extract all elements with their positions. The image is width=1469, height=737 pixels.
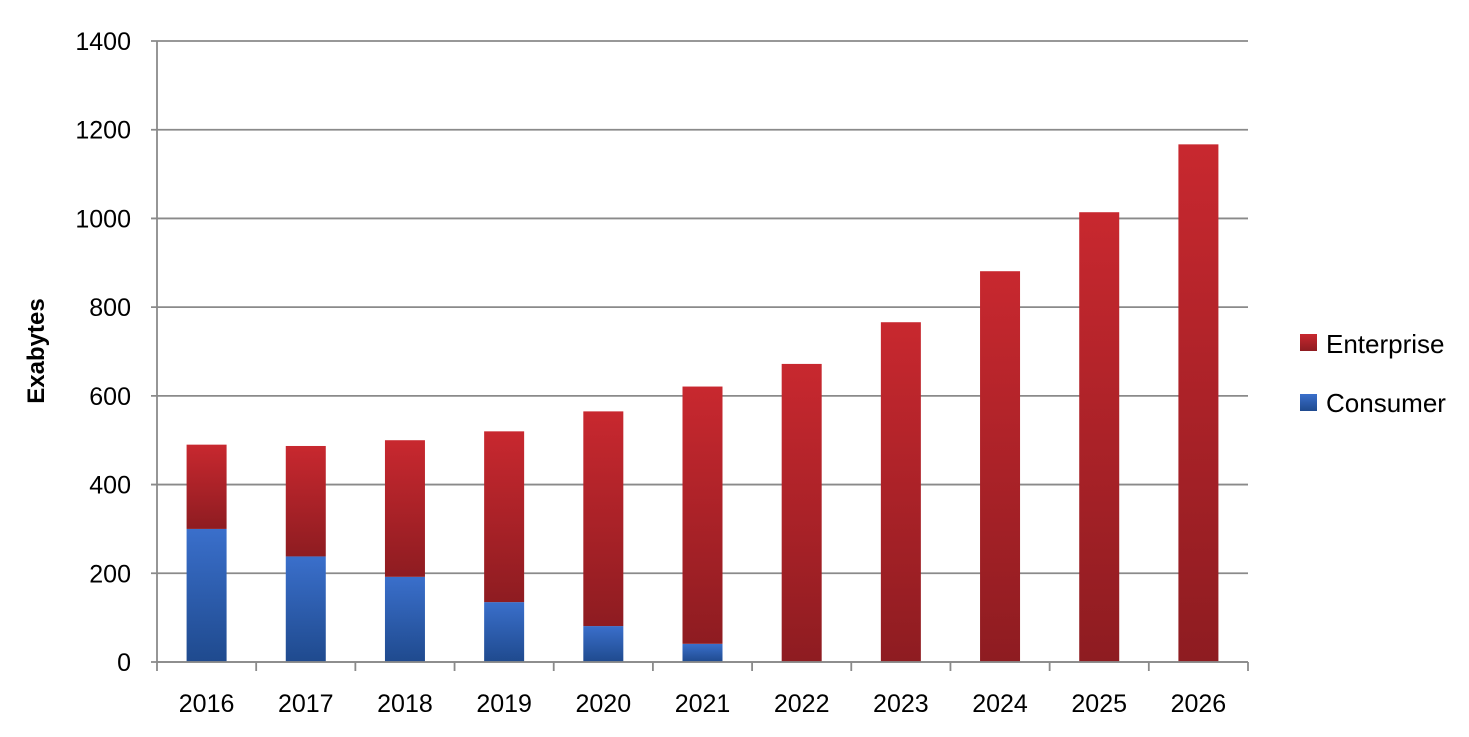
bar-enterprise-2022	[781, 363, 822, 662]
y-tick-label: 400	[89, 472, 131, 500]
y-tick-label: 1400	[75, 28, 131, 56]
bar-enterprise-2018	[384, 440, 425, 577]
legend-item-enterprise: Enterprise	[1300, 329, 1445, 359]
x-tick-label: 2021	[675, 690, 731, 718]
legend-item-consumer: Consumer	[1300, 388, 1446, 418]
x-tick-labels: 2016 2017 2018 2019 2020 2021 2022 2023 2024 2025…	[179, 690, 1226, 718]
bar-enterprise-2017	[285, 445, 326, 557]
y-tick-label: 1200	[75, 117, 131, 145]
legend-label-enterprise: Enterprise	[1326, 329, 1445, 359]
y-tick-label: 1000	[75, 205, 131, 233]
legend-label-consumer: Consumer	[1326, 388, 1446, 418]
bar-enterprise-2025	[1079, 212, 1120, 662]
bar-enterprise-2016	[186, 444, 227, 529]
x-tick-label: 2016	[179, 690, 235, 718]
y-tick-label: 800	[89, 294, 131, 322]
legend-swatch-enterprise	[1300, 334, 1317, 351]
x-tick-label: 2019	[476, 690, 532, 718]
x-tick-label: 2017	[278, 690, 334, 718]
bar-consumer-2021	[682, 643, 723, 662]
y-tick-label: 0	[117, 649, 131, 677]
x-tick-label: 2026	[1171, 690, 1227, 718]
x-tick-label: 2024	[972, 690, 1028, 718]
bar-consumer-2016	[186, 528, 227, 662]
bar-enterprise-2021	[682, 386, 723, 644]
x-tick-label: 2020	[576, 690, 632, 718]
y-tick-label: 600	[89, 383, 131, 411]
bar-enterprise-2024	[980, 271, 1021, 662]
legend: Enterprise Consumer	[1300, 329, 1446, 418]
bar-enterprise-2020	[583, 411, 624, 627]
x-tick-label: 2022	[774, 690, 830, 718]
legend-swatch-consumer	[1300, 394, 1317, 411]
y-axis-label: Exabytes	[23, 298, 50, 403]
bar-consumer-2017	[285, 556, 326, 662]
y-tick-labels: 0 200 400 600 800 1000 1200 1400	[75, 28, 131, 677]
bar-enterprise-2019	[484, 431, 525, 603]
axes	[156, 41, 1249, 671]
bar-enterprise-2026	[1178, 144, 1219, 662]
bar-consumer-2019	[484, 602, 525, 662]
bar-consumer-2020	[583, 626, 624, 662]
x-tick-label: 2018	[377, 690, 433, 718]
bar-enterprise-2023	[880, 322, 921, 662]
bar-consumer-2018	[384, 576, 425, 662]
bars-group	[186, 144, 1219, 662]
y-tick-label: 200	[89, 560, 131, 588]
x-tick-label: 2025	[1071, 690, 1127, 718]
x-tick-label: 2023	[873, 690, 929, 718]
